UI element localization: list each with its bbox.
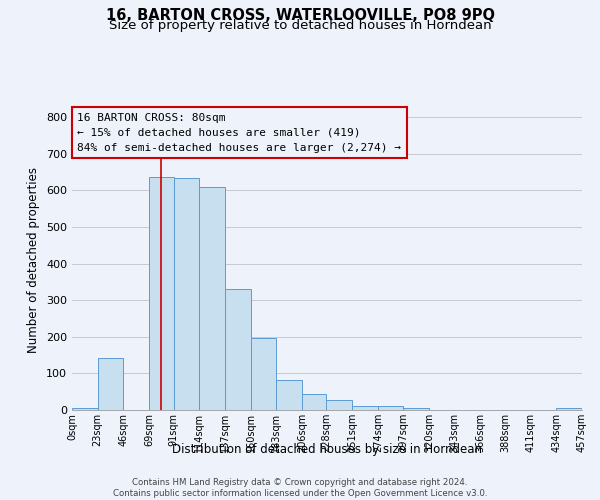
Text: Size of property relative to detached houses in Horndean: Size of property relative to detached ho…: [109, 18, 491, 32]
Bar: [352, 406, 378, 410]
Y-axis label: Number of detached properties: Number of detached properties: [28, 167, 40, 353]
Bar: [556, 408, 582, 410]
Text: Distribution of detached houses by size in Horndean: Distribution of detached houses by size …: [172, 442, 482, 456]
Text: 16, BARTON CROSS, WATERLOOVILLE, PO8 9PQ: 16, BARTON CROSS, WATERLOOVILLE, PO8 9PQ: [106, 8, 494, 22]
Bar: [149, 177, 173, 410]
Bar: [378, 406, 403, 410]
Bar: [98, 358, 124, 410]
Bar: [72, 408, 98, 410]
Bar: [199, 187, 225, 410]
Text: Contains HM Land Registry data © Crown copyright and database right 2024.
Contai: Contains HM Land Registry data © Crown c…: [113, 478, 487, 498]
Bar: [326, 400, 352, 410]
Bar: [403, 408, 429, 410]
Bar: [225, 290, 251, 410]
Bar: [302, 394, 326, 410]
Bar: [276, 380, 302, 410]
Text: 16 BARTON CROSS: 80sqm
← 15% of detached houses are smaller (419)
84% of semi-de: 16 BARTON CROSS: 80sqm ← 15% of detached…: [77, 113, 401, 152]
Bar: [173, 178, 199, 410]
Bar: [251, 338, 276, 410]
